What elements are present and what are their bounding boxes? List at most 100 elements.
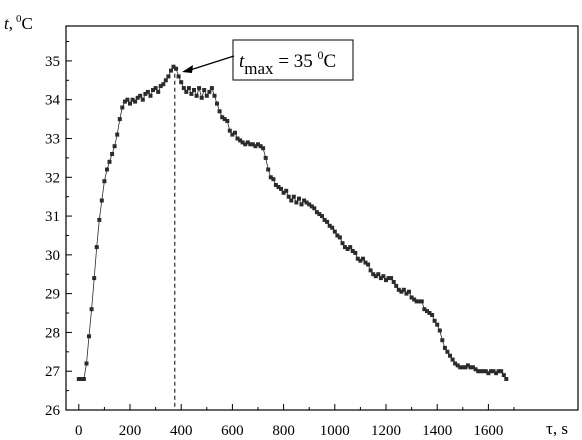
data-point: [486, 371, 491, 376]
data-point: [373, 274, 378, 279]
data-point: [460, 365, 465, 370]
data-point: [215, 101, 219, 106]
data-point: [120, 105, 125, 110]
data-point: [450, 357, 455, 362]
data-point: [156, 89, 161, 94]
x-tick-label: 600: [221, 423, 244, 439]
data-point: [122, 99, 127, 104]
data-point: [263, 155, 268, 160]
data-point: [409, 295, 414, 300]
data-point: [453, 361, 458, 366]
data-point: [87, 334, 91, 339]
data-point: [179, 80, 184, 85]
x-tick-label: 200: [119, 423, 142, 439]
data-point: [291, 194, 296, 199]
data-point: [289, 198, 294, 203]
data-point: [79, 377, 84, 381]
data-point: [250, 142, 255, 147]
data-point: [389, 276, 394, 281]
data-point: [276, 185, 281, 189]
y-tick-label: 33: [45, 131, 60, 147]
y-tick-label: 29: [45, 287, 60, 303]
data-point: [235, 136, 240, 141]
data-point: [317, 212, 322, 217]
data-point: [192, 88, 196, 92]
data-point: [361, 256, 365, 261]
data-point: [494, 371, 499, 376]
data-point: [407, 289, 411, 294]
data-point: [337, 235, 342, 240]
data-point: [314, 210, 319, 215]
data-point: [471, 365, 475, 370]
data-point: [199, 95, 204, 100]
data-point: [399, 289, 404, 294]
data-point: [414, 299, 419, 304]
data-point: [353, 250, 358, 255]
data-point: [432, 318, 437, 323]
y-tick-label: 35: [45, 54, 60, 70]
data-point: [217, 109, 222, 114]
tmax-annotation: tmax = 35 0C: [182, 39, 354, 81]
data-point: [427, 311, 432, 315]
data-point: [105, 167, 109, 172]
data-point: [233, 130, 237, 135]
data-point: [140, 97, 145, 102]
data-point: [368, 268, 373, 273]
data-point: [366, 262, 371, 267]
data-point: [207, 89, 212, 94]
series-line: [78, 66, 507, 380]
data-point: [202, 88, 207, 92]
data-point: [468, 365, 473, 370]
x-tick-label: 1600: [473, 423, 503, 439]
data-point: [186, 86, 191, 91]
y-tick-label: 30: [45, 248, 60, 264]
data-point: [386, 276, 391, 281]
data-point: [448, 353, 452, 358]
data-point: [504, 377, 509, 381]
data-point: [227, 128, 232, 133]
data-point: [297, 196, 301, 201]
data-point: [286, 194, 291, 199]
data-point: [478, 369, 483, 374]
data-point: [355, 256, 360, 261]
data-point: [166, 74, 171, 79]
y-tick-label: 31: [45, 209, 60, 225]
data-point: [89, 307, 94, 312]
data-point: [128, 101, 132, 106]
x-axis-label: τ, s: [546, 419, 568, 438]
data-point: [107, 159, 112, 164]
data-point: [378, 276, 383, 281]
annotation-arrow: [186, 55, 235, 72]
data-point: [358, 258, 363, 263]
data-point: [148, 93, 153, 98]
data-point: [92, 276, 97, 281]
x-tick-label: 1000: [320, 423, 350, 439]
data-point: [209, 86, 214, 91]
data-point: [501, 373, 506, 378]
data-point: [345, 247, 350, 251]
data-point: [117, 117, 122, 122]
data-point: [476, 369, 481, 374]
y-tick-label: 26: [45, 403, 61, 419]
data-point: [130, 97, 135, 102]
data-point: [174, 66, 179, 71]
data-point: [483, 369, 488, 374]
data-point: [161, 82, 166, 87]
data-point: [204, 93, 209, 98]
data-point: [266, 167, 271, 172]
x-tick-label: 800: [272, 423, 295, 439]
data-point: [473, 367, 478, 372]
data-point: [171, 64, 176, 69]
data-point: [138, 93, 143, 98]
data-point: [181, 86, 186, 91]
data-point: [320, 214, 324, 219]
data-point: [363, 260, 368, 265]
data-point: [376, 272, 381, 277]
data-point: [340, 241, 345, 246]
data-point: [222, 117, 227, 122]
data-point: [102, 179, 107, 184]
data-point: [394, 283, 399, 288]
data-point: [189, 91, 194, 96]
data-point: [489, 369, 493, 374]
